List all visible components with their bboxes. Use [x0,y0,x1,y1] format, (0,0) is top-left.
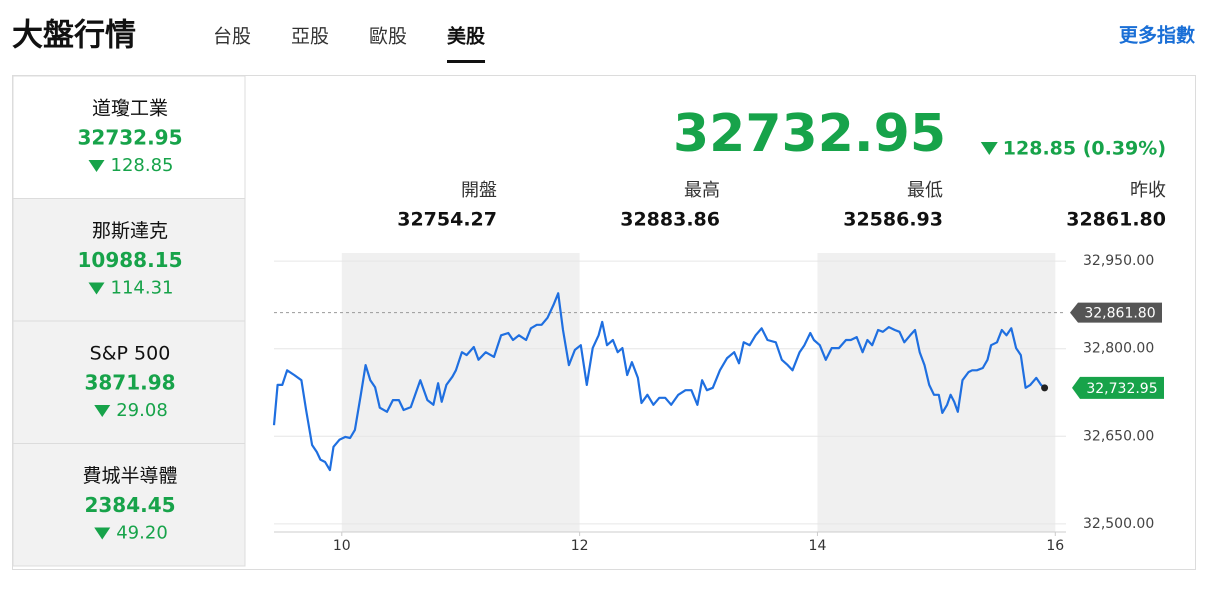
index-name: S&P 500 [90,343,171,365]
index-change: 29.08 [116,400,168,421]
index-change: 114.31 [111,278,174,299]
page-title: 大盤行情 [12,18,136,54]
more-link[interactable]: 更多指數 [1119,24,1195,47]
stat-label: 開盤 [461,180,497,201]
index-value: 10988.15 [77,248,182,272]
tab[interactable]: 亞股 [291,26,329,48]
index-change: 128.85 [111,155,174,176]
index-item[interactable] [12,75,246,199]
stat-label: 昨收 [1130,180,1166,201]
tab[interactable]: 美股 [447,25,485,48]
quote-value: 32732.95 [673,104,946,164]
x-tick-label: 10 [333,538,351,554]
last-label: 32,732.95 [1086,381,1157,397]
session-band [341,253,580,532]
quote-change: 128.85 (0.39%) [1003,138,1166,160]
y-tick-label: 32,650.00 [1083,428,1154,444]
down-arrow [94,527,111,540]
index-item[interactable] [12,443,246,567]
tab-underline [447,60,486,63]
stat-label: 最低 [907,180,943,201]
stat-value: 32883.86 [620,209,720,231]
index-item[interactable] [12,320,246,444]
stat-value: 32754.27 [397,209,497,231]
down-arrow [88,282,105,295]
index-change: 49.20 [116,523,168,544]
y-tick-label: 32,800.00 [1083,341,1154,357]
index-name: 道瓊工業 [92,98,168,120]
index-name: 那斯達克 [92,220,168,242]
x-tick-label: 16 [1046,538,1064,554]
stat-value: 32586.93 [843,209,943,231]
last-point [1041,384,1049,392]
index-value: 3871.98 [84,371,175,395]
y-tick-label: 32,500.00 [1083,516,1154,532]
price-line [272,292,1046,472]
index-value: 32732.95 [77,126,182,150]
x-tick-label: 14 [809,538,827,554]
session-band [817,253,1056,532]
stat-value: 32861.80 [1066,209,1166,231]
last-badge [1072,376,1164,399]
reference-badge [1070,302,1162,323]
down-arrow [980,142,998,155]
tab[interactable]: 台股 [213,26,251,48]
y-tick-label: 32,950.00 [1083,253,1154,269]
index-value: 2384.45 [84,493,175,517]
index-name: 費城半導體 [82,465,177,487]
stat-label: 最高 [684,180,720,201]
x-tick-label: 12 [571,538,589,554]
tab[interactable]: 歐股 [369,26,407,48]
reference-label: 32,861.80 [1084,306,1155,322]
down-arrow [94,405,111,417]
down-arrow [88,160,105,172]
